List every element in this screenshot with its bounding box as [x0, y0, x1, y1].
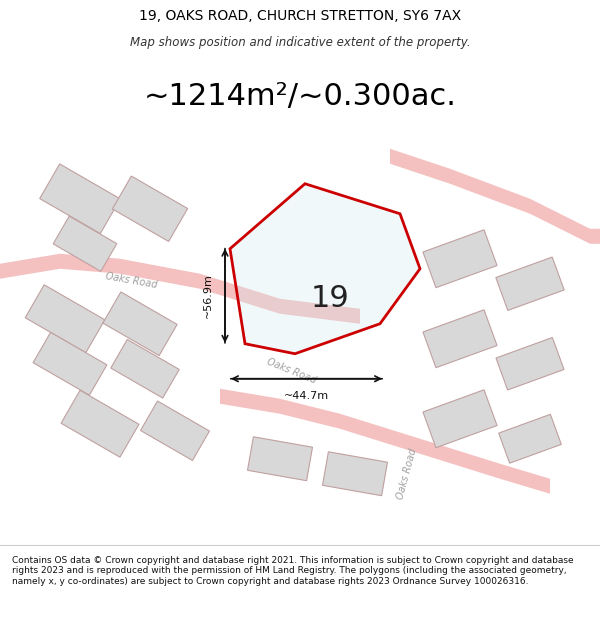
Polygon shape [499, 414, 562, 463]
Polygon shape [61, 390, 139, 458]
Polygon shape [496, 257, 564, 311]
Text: 19: 19 [311, 284, 349, 313]
Polygon shape [390, 149, 600, 244]
Polygon shape [140, 401, 209, 461]
Polygon shape [40, 164, 121, 234]
Polygon shape [25, 285, 105, 352]
Polygon shape [53, 216, 117, 271]
Text: Oaks Road: Oaks Road [395, 447, 418, 501]
Polygon shape [496, 338, 564, 390]
Polygon shape [112, 176, 188, 241]
Text: Map shows position and indicative extent of the property.: Map shows position and indicative extent… [130, 36, 470, 49]
Text: ~56.9m: ~56.9m [203, 273, 213, 318]
Polygon shape [230, 184, 420, 354]
Text: ~44.7m: ~44.7m [284, 391, 329, 401]
Text: Oaks Road: Oaks Road [265, 356, 317, 385]
Text: ~1214m²/~0.300ac.: ~1214m²/~0.300ac. [143, 82, 457, 111]
Text: Contains OS data © Crown copyright and database right 2021. This information is : Contains OS data © Crown copyright and d… [12, 556, 574, 586]
Polygon shape [423, 230, 497, 288]
Text: Oaks Road: Oaks Road [105, 271, 158, 290]
Polygon shape [248, 437, 313, 481]
Polygon shape [103, 292, 177, 356]
Polygon shape [423, 390, 497, 448]
Polygon shape [33, 332, 107, 395]
Polygon shape [220, 389, 550, 494]
Text: 19, OAKS ROAD, CHURCH STRETTON, SY6 7AX: 19, OAKS ROAD, CHURCH STRETTON, SY6 7AX [139, 9, 461, 23]
Polygon shape [0, 254, 360, 324]
Polygon shape [323, 452, 388, 496]
Polygon shape [111, 339, 179, 398]
Polygon shape [423, 310, 497, 368]
